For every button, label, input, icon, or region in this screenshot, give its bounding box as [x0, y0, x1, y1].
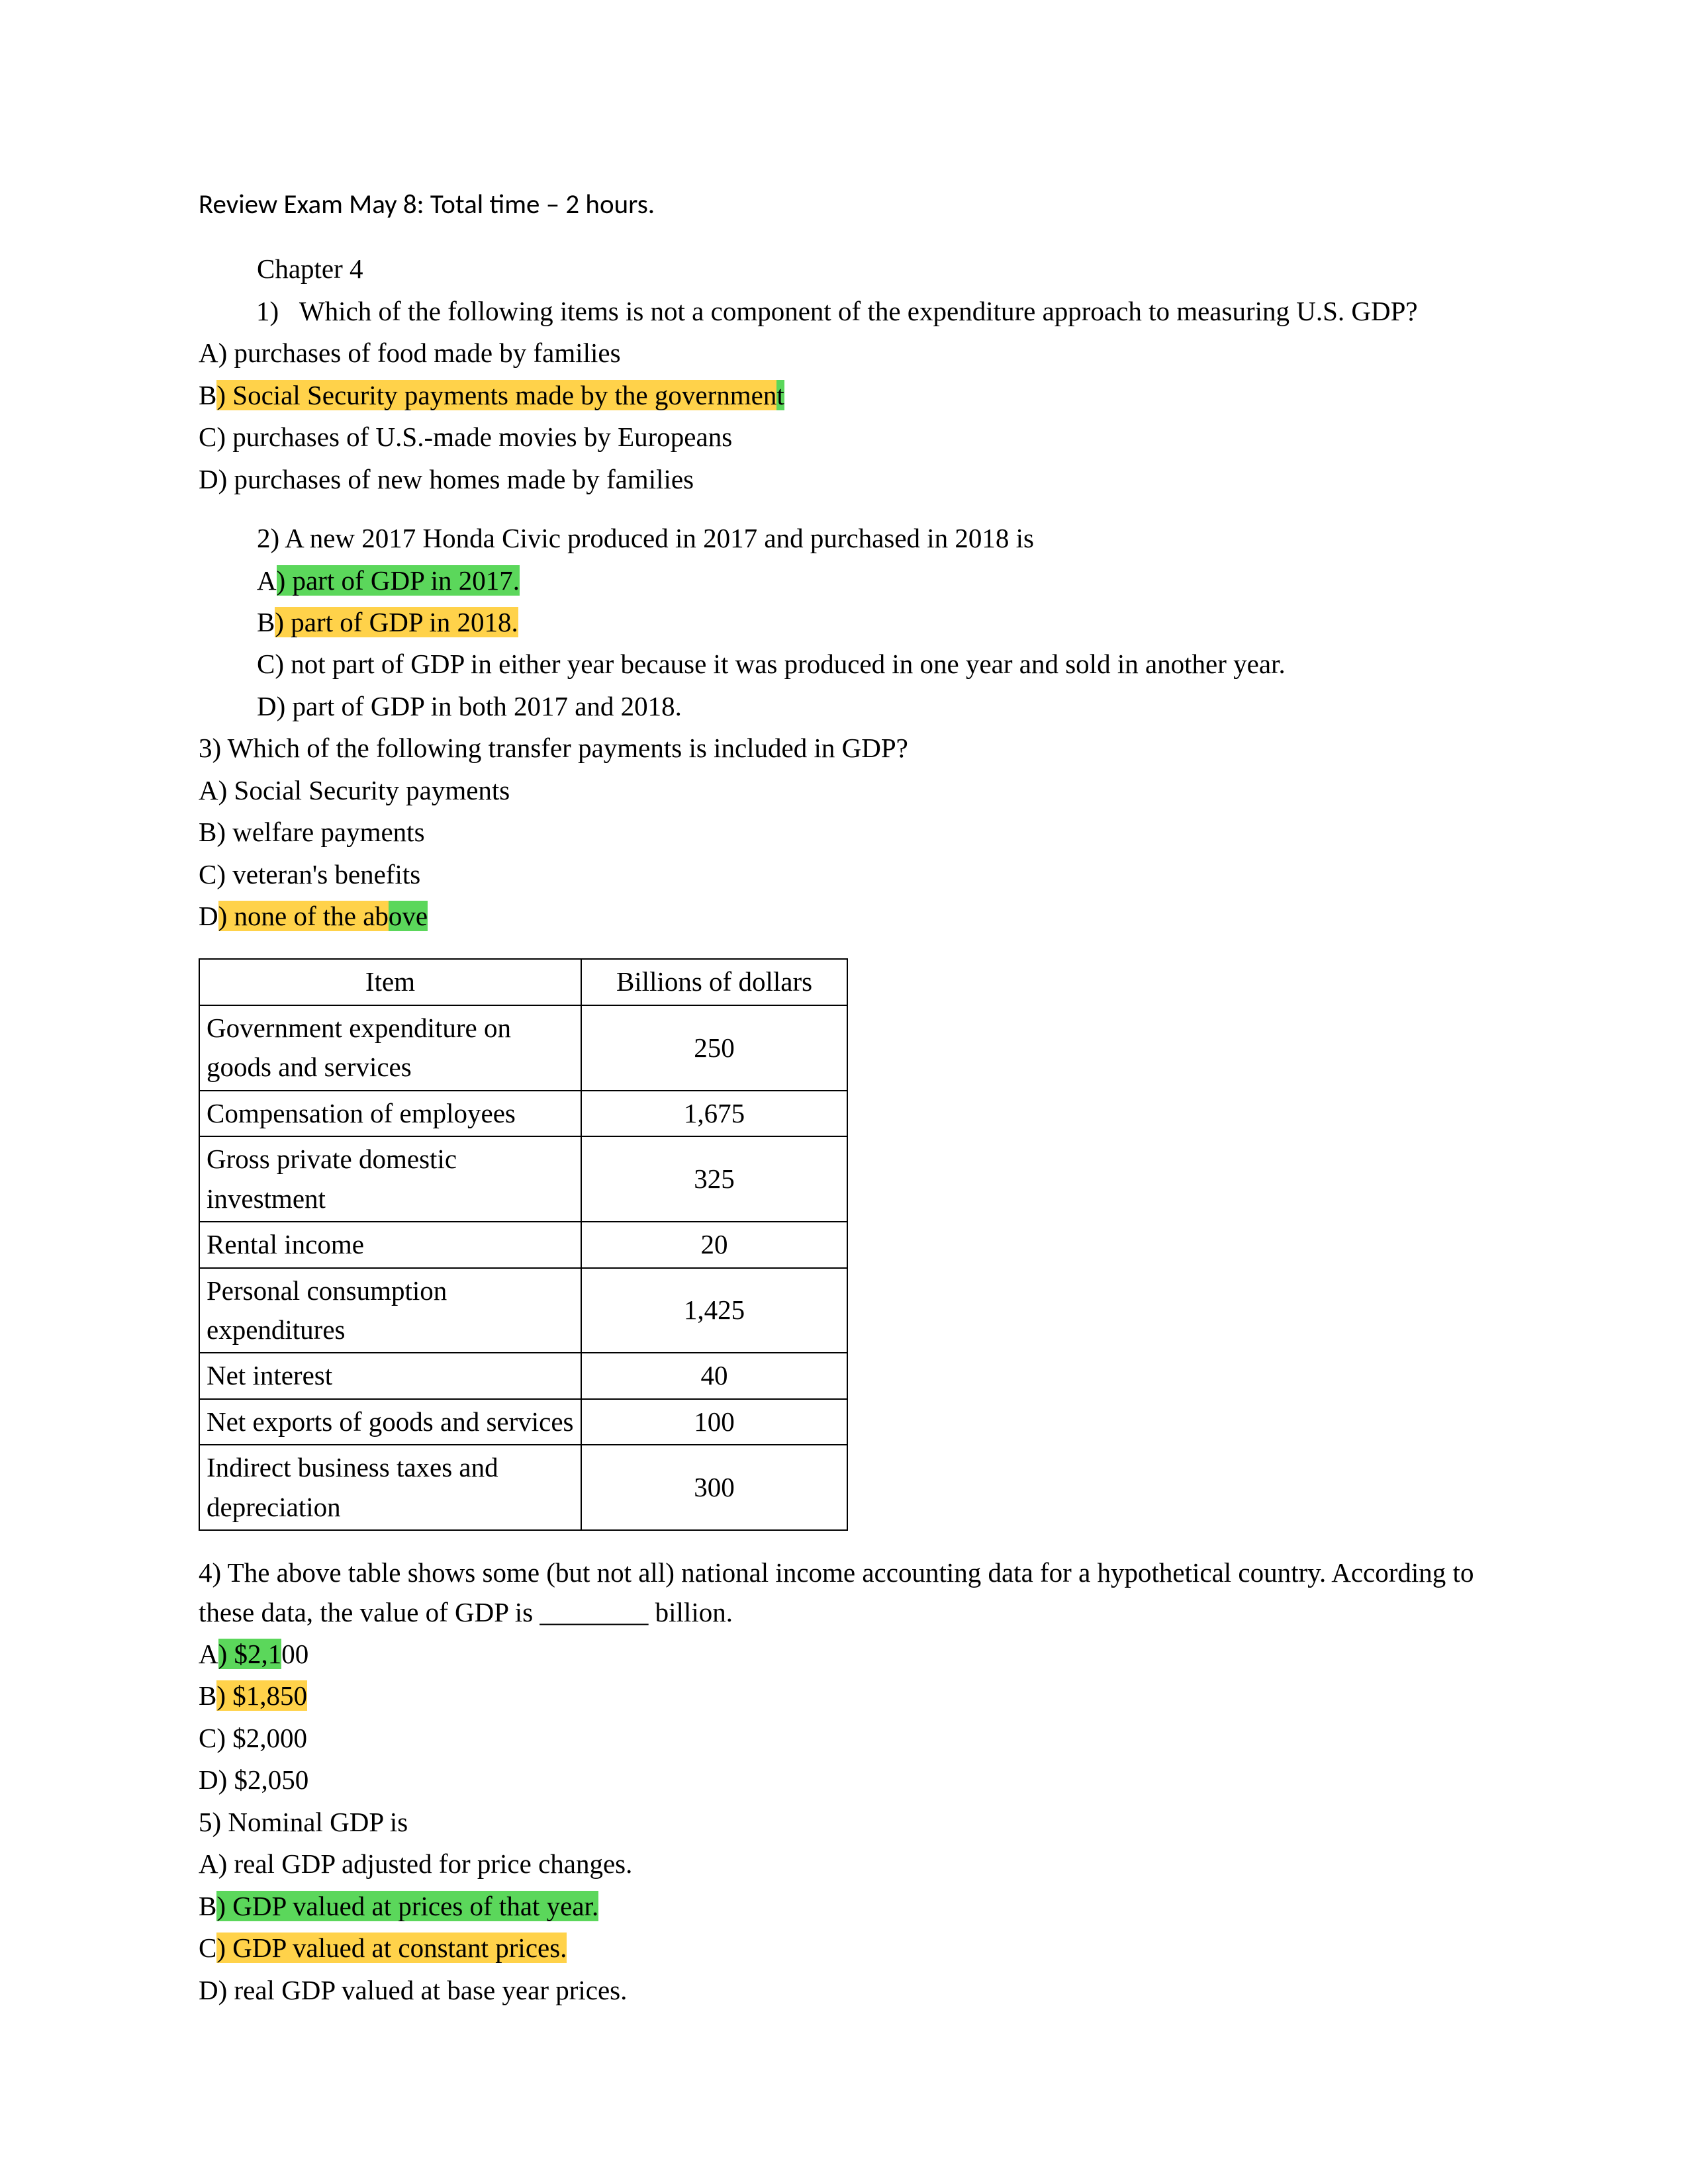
q5-option-c: C) GDP valued at constant prices. [199, 1929, 1489, 1968]
table-cell-item: Net exports of goods and services [199, 1399, 581, 1445]
q3-option-b: B) welfare payments [199, 813, 1489, 852]
q3-d-highlight-2: ove [389, 901, 428, 931]
q5-c-highlight: ) GDP valued at constant prices. [216, 1933, 567, 1963]
q3-d-prefix: D [199, 901, 218, 931]
q1-stem: 1) Which of the following items is not a… [199, 292, 1489, 331]
table-row: Government expenditure on goods and serv… [199, 1005, 847, 1091]
chapter-heading: Chapter 4 [199, 250, 1489, 289]
q1-b-highlight: ) Social Security payments made by the g… [216, 380, 776, 410]
page-title: Review Exam May 8: Total time – 2 hours. [199, 185, 1489, 224]
table-cell-item: Rental income [199, 1222, 581, 1267]
table-header-value: Billions of dollars [581, 959, 847, 1005]
q5-option-d: D) real GDP valued at base year prices. [199, 1971, 1489, 2010]
table-cell-item: Gross private domestic investment [199, 1136, 581, 1222]
table-cell-value: 1,425 [581, 1268, 847, 1353]
q1-option-c: C) purchases of U.S.-made movies by Euro… [199, 418, 1489, 457]
q1-b-suffix: t [776, 380, 784, 410]
table-row: Net exports of goods and services 100 [199, 1399, 847, 1445]
table-cell-value: 300 [581, 1445, 847, 1530]
q4-option-d: D) $2,050 [199, 1760, 1489, 1799]
table-cell-value: 325 [581, 1136, 847, 1222]
q4-option-b: B) $1,850 [199, 1676, 1489, 1715]
q4-option-c: C) $2,000 [199, 1719, 1489, 1758]
q2-a-prefix: A [257, 565, 277, 596]
table-row: Compensation of employees 1,675 [199, 1091, 847, 1136]
table-cell-item: Compensation of employees [199, 1091, 581, 1136]
table-cell-item: Personal consumption expenditures [199, 1268, 581, 1353]
table-cell-value: 100 [581, 1399, 847, 1445]
q2-b-prefix: B [257, 607, 275, 637]
table-header-row: Item Billions of dollars [199, 959, 847, 1005]
q1-b-prefix: B [199, 380, 216, 410]
q4-a-highlight: ) $2,1 [218, 1639, 282, 1669]
q3-option-d: D) none of the above [199, 897, 1489, 936]
q1-option-d: D) purchases of new homes made by famili… [199, 460, 1489, 499]
q1-text: Which of the following items is not a co… [299, 296, 1418, 326]
q4-a-prefix: A [199, 1639, 218, 1669]
table-cell-value: 250 [581, 1005, 847, 1091]
q1-option-b: B) Social Security payments made by the … [199, 376, 1489, 415]
page: Review Exam May 8: Total time – 2 hours.… [0, 0, 1688, 2184]
data-table: Item Billions of dollars Government expe… [199, 958, 848, 1531]
q4-stem: 4) The above table shows some (but not a… [199, 1553, 1489, 1632]
q2-option-a: A) part of GDP in 2017. [199, 561, 1489, 600]
q5-stem: 5) Nominal GDP is [199, 1803, 1489, 1842]
q4-a-suffix: 00 [281, 1639, 308, 1669]
table-row: Gross private domestic investment 325 [199, 1136, 847, 1222]
q1-option-a: A) purchases of food made by families [199, 334, 1489, 373]
q4-b-highlight: ) $1,850 [216, 1680, 307, 1711]
q2-option-d: D) part of GDP in both 2017 and 2018. [199, 687, 1489, 726]
q5-option-a: A) real GDP adjusted for price changes. [199, 1844, 1489, 1884]
q1-number: 1) [256, 296, 279, 326]
table-header-item: Item [199, 959, 581, 1005]
q2-option-c: C) not part of GDP in either year becaus… [199, 645, 1489, 684]
table-row: Rental income 20 [199, 1222, 847, 1267]
q5-c-prefix: C [199, 1933, 216, 1963]
q4-option-a: A) $2,100 [199, 1635, 1489, 1674]
q3-d-highlight-1: ) none of the ab [218, 901, 389, 931]
q5-b-prefix: B [199, 1891, 216, 1921]
table-cell-value: 1,675 [581, 1091, 847, 1136]
q3-option-a: A) Social Security payments [199, 771, 1489, 810]
table-cell-item: Net interest [199, 1353, 581, 1398]
q2-b-highlight: ) part of GDP in 2018. [275, 607, 518, 637]
table-row: Indirect business taxes and depreciation… [199, 1445, 847, 1530]
q2-a-highlight: ) part of GDP in 2017. [277, 565, 520, 596]
table-row: Net interest 40 [199, 1353, 847, 1398]
q3-stem: 3) Which of the following transfer payme… [199, 729, 1489, 768]
q3-option-c: C) veteran's benefits [199, 855, 1489, 894]
table-cell-value: 20 [581, 1222, 847, 1267]
q5-b-highlight: ) GDP valued at prices of that year. [216, 1891, 598, 1921]
q2-option-b: B) part of GDP in 2018. [199, 603, 1489, 642]
table-cell-value: 40 [581, 1353, 847, 1398]
q4-b-prefix: B [199, 1680, 216, 1711]
q5-option-b: B) GDP valued at prices of that year. [199, 1887, 1489, 1926]
q2-stem: 2) A new 2017 Honda Civic produced in 20… [199, 519, 1489, 558]
table-row: Personal consumption expenditures 1,425 [199, 1268, 847, 1353]
table-cell-item: Indirect business taxes and depreciation [199, 1445, 581, 1530]
table-cell-item: Government expenditure on goods and serv… [199, 1005, 581, 1091]
q2-block: 2) A new 2017 Honda Civic produced in 20… [199, 519, 1489, 726]
